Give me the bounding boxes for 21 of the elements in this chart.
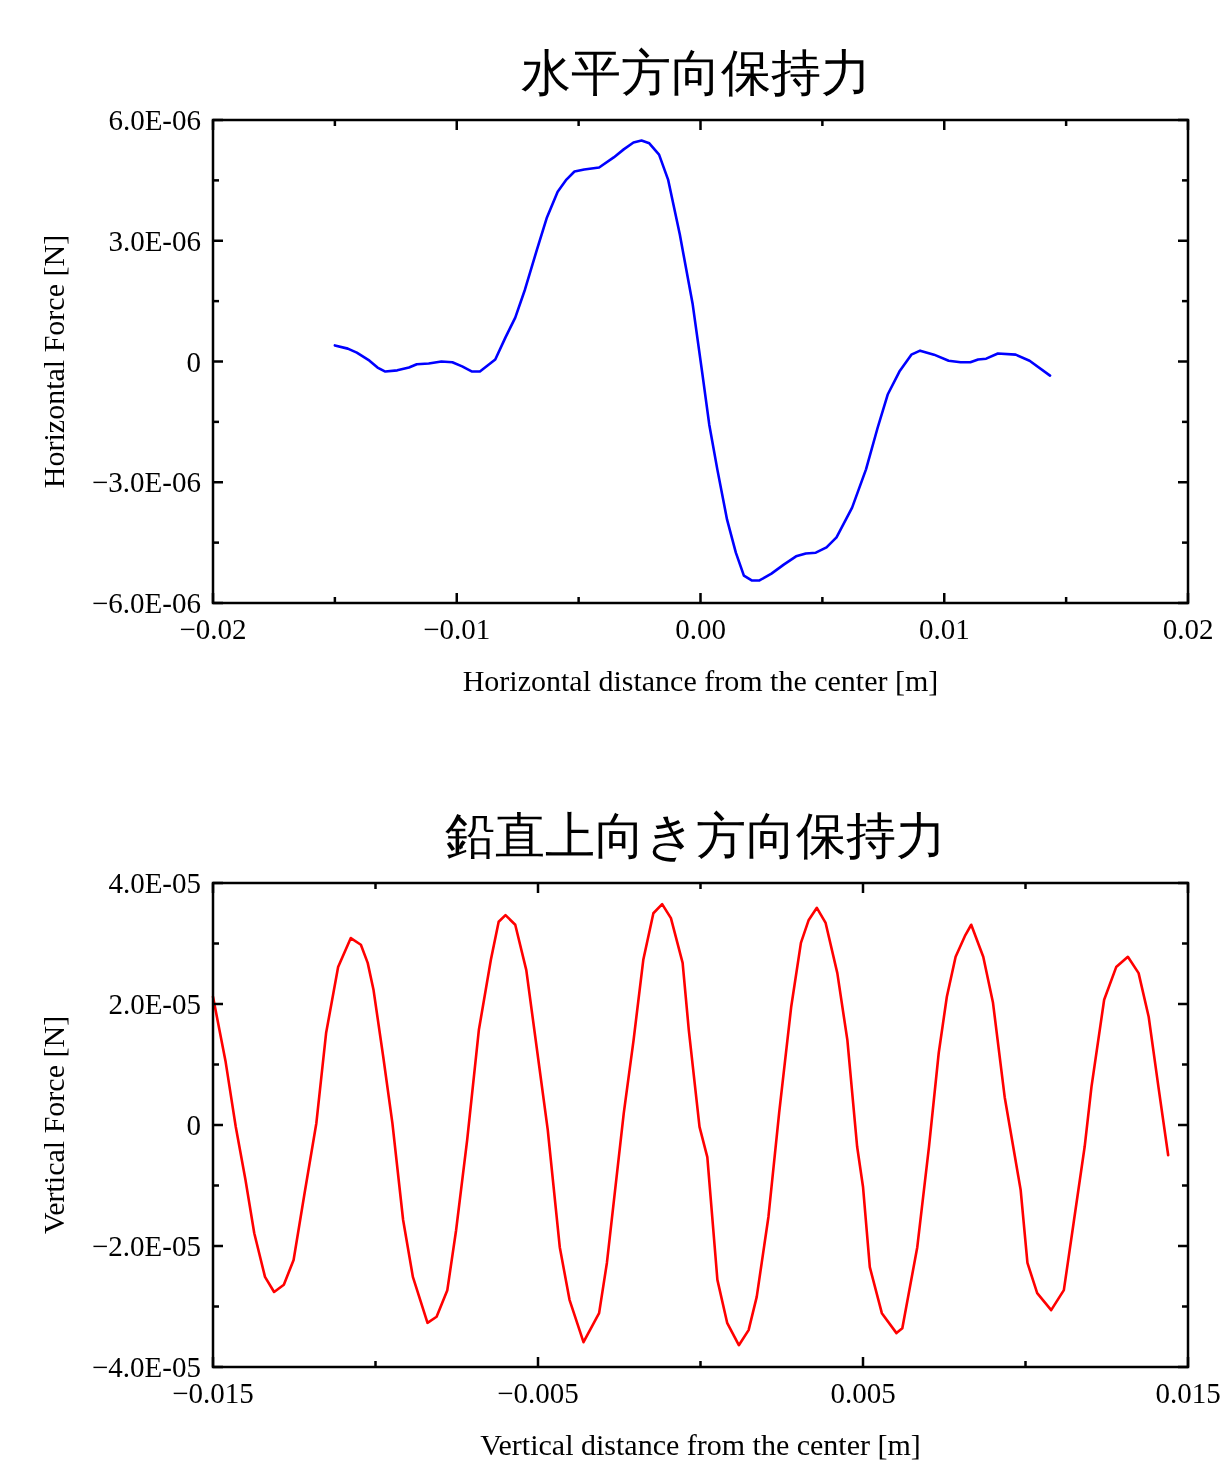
x-axis-title: Horizontal distance from the center [m] bbox=[462, 664, 939, 697]
y-tick-label: 2.0E-05 bbox=[108, 988, 201, 1020]
chart-title: 水平方向保持力 bbox=[520, 44, 871, 102]
x-axis-title: Vertical distance from the center [m] bbox=[480, 1428, 921, 1461]
x-tick-label: 0.02 bbox=[1162, 613, 1214, 645]
y-tick-label: −3.0E-06 bbox=[92, 466, 201, 499]
x-tick-label: 0.015 bbox=[1155, 1377, 1221, 1409]
chart-title: 鉛直上向き方向保持力 bbox=[445, 807, 946, 865]
y-tick-label: 0 bbox=[186, 345, 201, 378]
y-tick-label: 0 bbox=[186, 1109, 201, 1141]
x-tick-label: −0.005 bbox=[497, 1377, 579, 1409]
x-tick-label: −0.01 bbox=[423, 613, 491, 645]
x-tick-label: 0.01 bbox=[918, 613, 970, 645]
y-tick-label: 6.0E-06 bbox=[108, 104, 201, 136]
y-axis-title: Vertical Force [N] bbox=[37, 1015, 70, 1235]
x-tick-label: 0.005 bbox=[830, 1377, 896, 1409]
y-axis-title: Horizontal Force [N] bbox=[37, 234, 70, 489]
x-tick-label: 0.00 bbox=[675, 613, 726, 645]
y-tick-label: 4.0E-05 bbox=[108, 867, 201, 899]
y-tick-label: 3.0E-06 bbox=[108, 224, 201, 257]
y-tick-label: −2.0E-05 bbox=[92, 1230, 201, 1262]
